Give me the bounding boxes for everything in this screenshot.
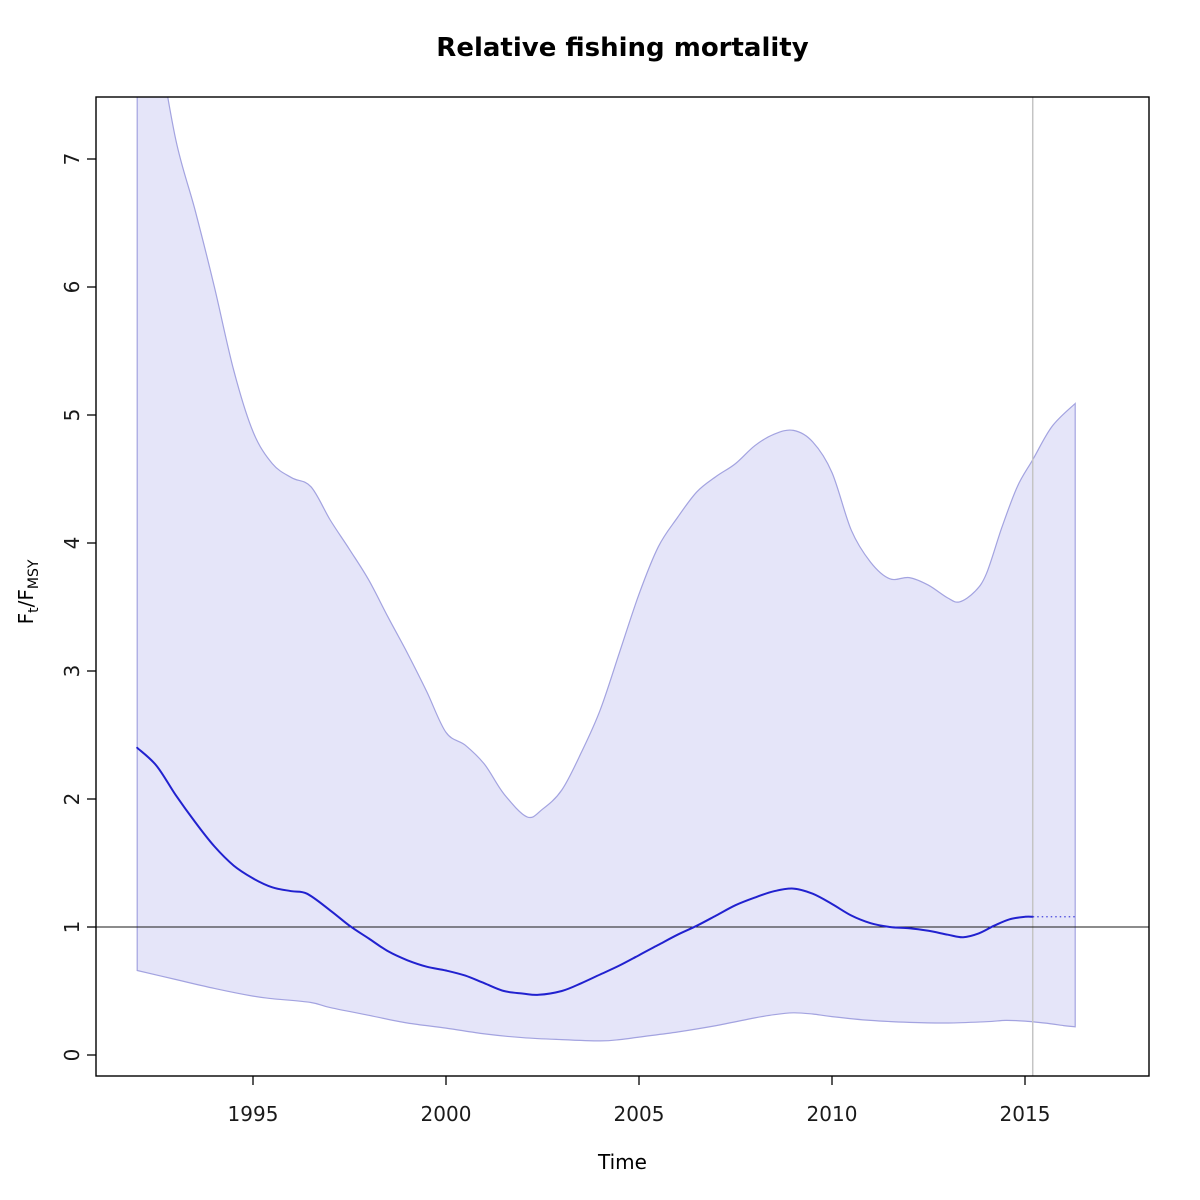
- x-tick-label: 2000: [421, 1102, 472, 1126]
- y-tick-label: 7: [60, 153, 84, 166]
- plot-border: [95, 96, 1150, 1077]
- median-line: [136, 746, 1034, 996]
- y-tick-label: 3: [60, 665, 84, 678]
- y-label-sub1: t: [26, 607, 42, 613]
- y-tick-label: 4: [60, 537, 84, 550]
- chart-title: Relative fishing mortality: [436, 33, 809, 63]
- y-label-base1: F: [14, 612, 38, 625]
- y-label-sub2: MSY: [26, 559, 42, 590]
- x-tick-label: 2015: [1000, 1102, 1051, 1126]
- y-tick-label: 2: [60, 793, 84, 806]
- y-label-base2: F: [14, 589, 38, 601]
- x-tick-label: 2005: [614, 1102, 665, 1126]
- y-axis-label: Ft/FMSY: [14, 492, 42, 692]
- plot-area: [96, 97, 1149, 1076]
- x-tick-label: 1995: [228, 1102, 279, 1126]
- y-tick-label: 0: [60, 1049, 84, 1062]
- x-axis-label: Time: [598, 1150, 647, 1174]
- confidence-band: [136, 97, 1076, 1042]
- y-tick-label: 1: [60, 921, 84, 934]
- y-tick-label: 5: [60, 409, 84, 422]
- y-label-separator: /: [14, 600, 38, 608]
- y-tick-label: 6: [60, 281, 84, 294]
- x-tick-label: 2010: [807, 1102, 858, 1126]
